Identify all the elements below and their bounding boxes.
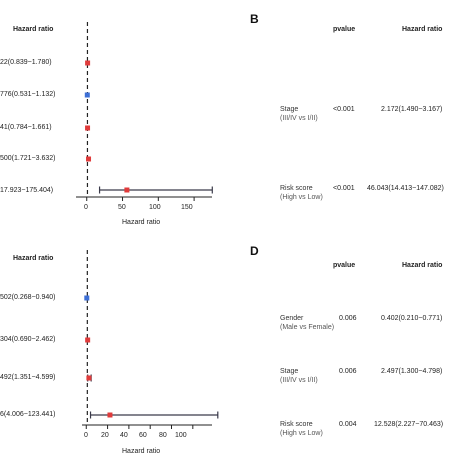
panel-a-x-axis-label: Hazard ratio <box>122 219 161 226</box>
panel-d-hr-ci: 0.402(0.210−0.771) <box>381 315 443 322</box>
panel-b-hr-ci: 2.172(1.490−3.167) <box>381 106 443 113</box>
panel-c-ci-label: 6(4.006−123.441) <box>0 411 56 418</box>
panel-b-pvalue: <0.001 <box>333 106 355 113</box>
panel-c-tick-label: 60 <box>139 432 147 439</box>
variable-comparison: (High vs Low) <box>280 429 323 437</box>
panel-b-header-hazard-ratio: Hazard ratio <box>402 26 443 33</box>
panel-d-pvalue: 0.006 <box>339 315 357 322</box>
panel-a-tick-label: 50 <box>118 204 126 211</box>
variable-name: Stage <box>280 368 299 375</box>
variable-comparison: (III/IV vs I/II) <box>280 376 318 384</box>
panel-c-ci-label: 304(0.690−2.462) <box>0 336 56 343</box>
panel-c-tick-label: 0 <box>84 432 88 439</box>
variable-comparison: (Male vs Female) <box>280 323 335 331</box>
panel-c-ci-label: 502(0.268−0.940) <box>0 294 56 301</box>
panel-a-tick-label: 150 <box>181 204 193 211</box>
panel-d-header-hazard-ratio: Hazard ratio <box>402 262 443 269</box>
variable-name: Risk score <box>280 185 313 192</box>
panel-d-letter: D <box>250 244 259 258</box>
panel-a-hr-marker <box>85 60 91 66</box>
panel-c-hr-marker <box>84 295 90 301</box>
panel-d-pvalue: 0.006 <box>339 368 357 375</box>
panel-c-x-axis-label: Hazard ratio <box>122 448 161 455</box>
panel-b-header-pvalue: pvalue <box>333 26 356 33</box>
panel-a-hr-marker <box>84 92 90 98</box>
panel-a-ci-label: 500(1.721−3.632) <box>0 155 56 162</box>
panel-d-header-pvalue: pvalue <box>333 262 356 269</box>
panel-c-ci-label: 492(1.351−4.599) <box>0 374 56 381</box>
panel-b-pvalue: <0.001 <box>333 185 355 192</box>
panel-a-ci-label: 41(0.784−1.661) <box>0 124 52 131</box>
panel-a-tick-label: 0 <box>84 204 88 211</box>
panel-c-hr-marker <box>86 375 92 381</box>
panel-c-hr-marker <box>107 412 113 418</box>
panel-a-tick-label: 100 <box>149 204 161 211</box>
variable-name: Gender <box>280 315 304 322</box>
panel-d-variable: Gender (Male vs Female) <box>280 315 334 332</box>
panel-c-tick-label: 100 <box>175 432 187 439</box>
panel-c-tick-label: 40 <box>120 432 128 439</box>
panel-b-variable: Stage (III/IV vs I/II) <box>280 106 318 123</box>
panel-c-tick-label: 80 <box>159 432 167 439</box>
panel-b-hr-ci: 46.043(14.413−147.082) <box>367 185 444 192</box>
panel-d-hr-ci: 12.528(2.227−70.463) <box>374 421 444 428</box>
panel-c-header: Hazard ratio <box>13 255 54 262</box>
panel-a-hr-marker <box>124 187 130 193</box>
panel-a-hr-marker <box>85 125 91 131</box>
variable-comparison: (High vs Low) <box>280 193 323 201</box>
variable-comparison: (III/IV vs I/II) <box>280 114 318 122</box>
panel-d-pvalue: 0.004 <box>339 421 357 428</box>
panel-d-variable: Risk score (High vs Low) <box>280 421 323 438</box>
panel-c-tick-label: 20 <box>101 432 109 439</box>
variable-name: Stage <box>280 106 299 113</box>
panel-d-variable: Stage (III/IV vs I/II) <box>280 368 318 385</box>
panel-c-hr-marker <box>85 337 91 343</box>
panel-a-ci-label: 776(0.531−1.132) <box>0 91 56 98</box>
panel-a-header: Hazard ratio <box>13 26 54 33</box>
panel-a-ci-label: 17.923−175.404) <box>0 187 54 194</box>
panel-b-variable: Risk score (High vs Low) <box>280 185 323 202</box>
panel-a-ci-label: 22(0.839−1.780) <box>0 59 52 66</box>
panel-d-hr-ci: 2.497(1.300−4.798) <box>381 368 443 375</box>
panel-b-letter: B <box>250 12 259 26</box>
variable-name: Risk score <box>280 421 313 428</box>
panel-a-hr-marker <box>86 156 92 162</box>
